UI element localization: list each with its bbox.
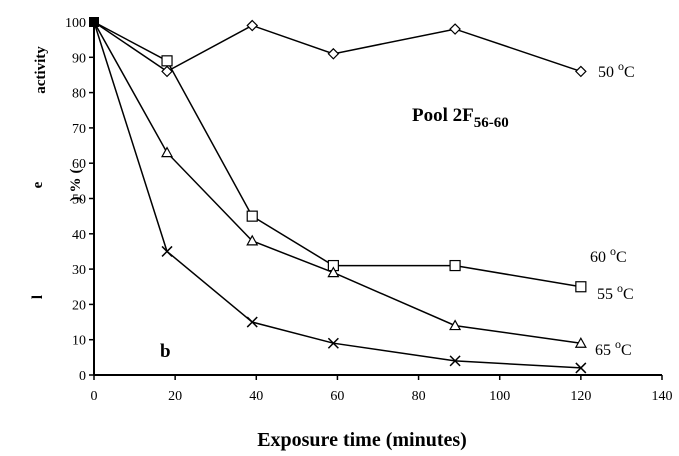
series-line	[93, 21, 582, 73]
y-tick-label: 70	[72, 122, 86, 137]
data-point-diamond	[246, 19, 259, 32]
series-label-value: 65	[595, 342, 615, 359]
y-tick-label: 40	[72, 228, 86, 243]
series-line	[93, 21, 582, 344]
y-tick-label: 60	[72, 157, 86, 172]
y-tick-label: 10	[72, 334, 86, 349]
series-label-unit: C	[623, 286, 634, 303]
x-tick-label: 20	[168, 389, 182, 404]
y-tick-labels: 0 10 20 30 40 50 60 70 80 90 100	[65, 16, 86, 384]
x-axis-label: Exposure time (minutes)	[257, 429, 467, 451]
cross-stroke	[449, 355, 461, 367]
data-point-triangle	[161, 146, 174, 158]
y-tick-label: 50	[72, 193, 86, 208]
x-tick-label: 120	[570, 389, 591, 404]
series-label: 60 oC	[590, 244, 627, 266]
pool-annotation-subscript: 56-60	[474, 115, 509, 131]
data-point-cross	[327, 337, 339, 349]
x-tick-label: 80	[412, 389, 426, 404]
x-tick-label: 0	[91, 389, 98, 404]
data-point-diamond	[449, 23, 461, 35]
data-point-square	[449, 259, 461, 272]
cross-stroke	[246, 316, 258, 328]
series-cross: 65 oC	[89, 17, 632, 374]
cross-stroke	[327, 337, 339, 349]
data-point-diamond	[327, 47, 340, 60]
panel-label: b	[160, 341, 171, 362]
y-axis-label-fragment-paren-close: )	[68, 197, 84, 202]
series-label-degree: o	[610, 244, 616, 258]
data-point-cross	[161, 245, 173, 257]
y-tick-label: 30	[72, 263, 86, 278]
data-point-triangle	[327, 266, 340, 278]
pool-annotation-main: Pool 2F	[412, 105, 474, 126]
series-label-unit: C	[624, 64, 635, 81]
y-axis-label-fragment-paren-open: (	[68, 169, 84, 174]
data-point-cross	[449, 355, 461, 367]
series-square: 60 oC	[89, 17, 627, 293]
data-point-cross	[246, 316, 258, 328]
axes	[89, 21, 663, 380]
x-tick-label: 100	[489, 389, 510, 404]
data-point-diamond	[575, 65, 587, 78]
data-point-square	[161, 55, 173, 67]
data-point-triangle	[449, 319, 462, 331]
x-tick-label: 40	[249, 389, 263, 404]
y-axis-label-fragment-e: e	[30, 181, 46, 188]
data-point-square	[246, 210, 258, 222]
series-diamond: 50 oC	[89, 17, 635, 81]
series-label-unit: C	[616, 249, 627, 266]
data-point-triangle	[574, 336, 587, 348]
data-point-origin	[89, 17, 99, 27]
series-label-degree: o	[617, 281, 623, 295]
series-label-value: 50	[598, 64, 618, 81]
y-tick-label: 20	[72, 298, 86, 313]
series-line	[93, 21, 581, 369]
series-line	[93, 21, 582, 288]
cross-stroke	[161, 245, 173, 257]
data-point-diamond	[161, 65, 173, 78]
series-label: 50 oC	[598, 59, 635, 81]
x-tick-labels: 0 20 40 60 80 100 120 140	[91, 389, 673, 404]
data-point-square	[575, 281, 587, 293]
series-label-unit: C	[621, 342, 632, 359]
y-axis-label-fragment-percent: %	[68, 178, 84, 193]
y-axis-label-fragment-l: l	[30, 295, 46, 299]
series-label: 65 oC	[595, 337, 632, 359]
data-point-cross	[575, 362, 587, 374]
x-tick-label: 140	[652, 389, 673, 404]
series-label-value: 60	[590, 249, 610, 266]
y-tick-label: 0	[79, 369, 86, 384]
series-label-degree: o	[615, 337, 621, 351]
pool-annotation: Pool 2F56-60	[412, 105, 509, 131]
series-label: 55 oC	[597, 281, 634, 303]
y-tick-label: 80	[72, 87, 86, 102]
y-tick-label: 100	[65, 16, 86, 31]
y-axis-label-activity: activity	[33, 46, 49, 94]
series-label-value: 55	[597, 286, 617, 303]
cross-stroke	[575, 362, 587, 374]
y-tick-label: 90	[72, 51, 86, 66]
series-label-degree: o	[618, 59, 624, 73]
x-tick-label: 60	[330, 389, 344, 404]
data-point-triangle	[246, 234, 259, 246]
